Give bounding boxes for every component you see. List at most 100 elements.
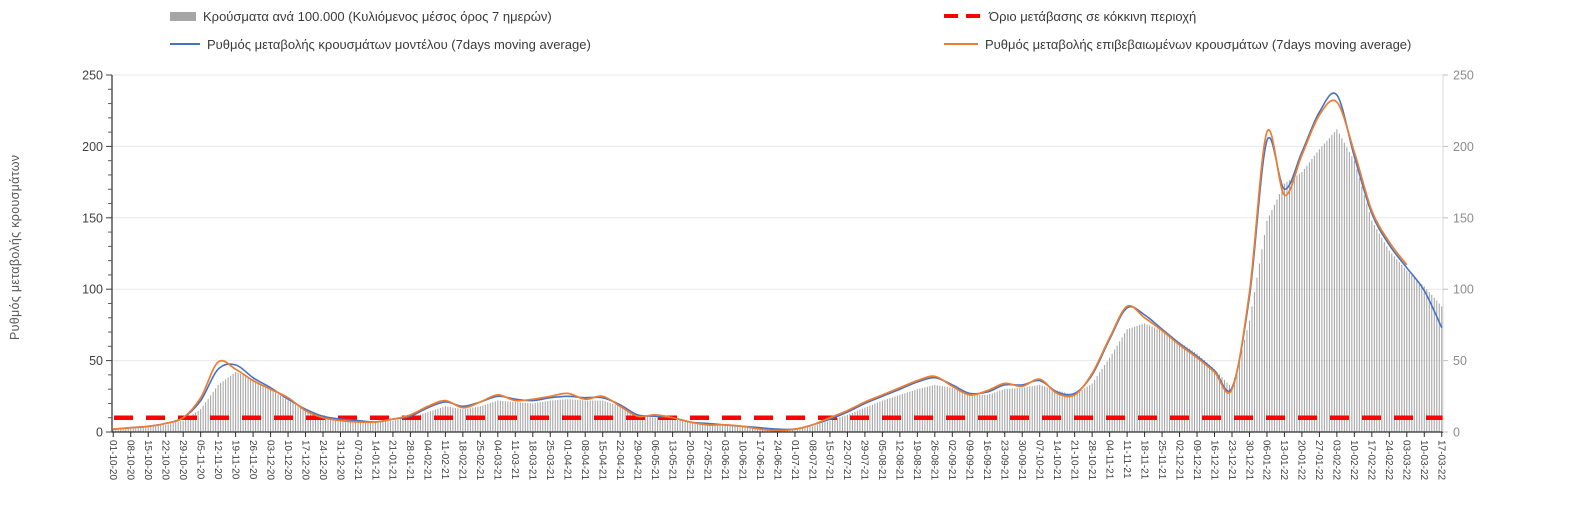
svg-text:15-10-20: 15-10-20 (142, 440, 153, 480)
x-axis-ticks (112, 432, 1443, 437)
svg-text:04-11-21: 04-11-21 (1103, 440, 1114, 480)
model-line (113, 92, 1443, 431)
svg-text:25-02-21: 25-02-21 (474, 440, 485, 480)
svg-text:200: 200 (82, 140, 103, 154)
legend-label-confirmed-line: Ρυθμός μεταβολής επιβεβαιωμένων κρουσμάτ… (985, 36, 1412, 52)
svg-text:01-04-21: 01-04-21 (562, 440, 573, 480)
svg-text:06-05-21: 06-05-21 (649, 440, 660, 480)
svg-text:05-11-20: 05-11-20 (195, 440, 206, 480)
svg-text:19-08-21: 19-08-21 (911, 440, 922, 480)
svg-text:0: 0 (96, 426, 103, 440)
svg-text:16-12-21: 16-12-21 (1208, 440, 1219, 480)
svg-text:29-04-21: 29-04-21 (632, 440, 643, 480)
svg-text:23-09-21: 23-09-21 (999, 440, 1010, 480)
svg-text:04-03-21: 04-03-21 (492, 440, 503, 480)
svg-text:150: 150 (1453, 211, 1474, 225)
svg-text:11-02-21: 11-02-21 (439, 440, 450, 480)
svg-text:27-01-22: 27-01-22 (1313, 440, 1324, 480)
svg-text:10-12-20: 10-12-20 (282, 440, 293, 480)
svg-text:100: 100 (82, 283, 103, 297)
legend-label-cases-bars: Κρούσματα ανά 100.000 (Κυλιόμενος μέσος … (203, 8, 552, 24)
svg-text:27-05-21: 27-05-21 (701, 440, 712, 480)
svg-text:18-11-21: 18-11-21 (1138, 440, 1149, 480)
svg-text:29-10-20: 29-10-20 (177, 440, 188, 480)
svg-text:15-07-21: 15-07-21 (824, 440, 835, 480)
chart-legend: Κρούσματα ανά 100.000 (Κυλιόμενος μέσος … (0, 0, 1579, 60)
svg-text:03-02-22: 03-02-22 (1331, 440, 1342, 480)
svg-text:29-07-21: 29-07-21 (859, 440, 870, 480)
svg-text:17-12-20: 17-12-20 (299, 440, 310, 480)
svg-text:02-09-21: 02-09-21 (946, 440, 957, 480)
svg-text:03-06-21: 03-06-21 (719, 440, 730, 480)
svg-text:09-12-21: 09-12-21 (1191, 440, 1202, 480)
svg-text:03-03-22: 03-03-22 (1401, 440, 1412, 480)
svg-text:18-03-21: 18-03-21 (527, 440, 538, 480)
legend-item-red-threshold: Όριο μετάβασης σε κόκκινη περιοχή (944, 7, 1196, 25)
bar-swatch-icon (170, 11, 196, 21)
x-tick-labels: 01-10-20 08-10-20 15-10-20 22-10-20 29-10-20… (107, 440, 1447, 480)
confirmed-line (113, 99, 1408, 432)
legend-item-confirmed-line: Ρυθμός μεταβολής επιβεβαιωμένων κρουσμάτ… (944, 35, 1411, 53)
svg-text:04-02-21: 04-02-21 (422, 440, 433, 480)
svg-text:17-02-22: 17-02-22 (1366, 440, 1377, 480)
svg-text:20-05-21: 20-05-21 (684, 440, 695, 480)
svg-text:09-09-21: 09-09-21 (964, 440, 975, 480)
svg-text:26-11-20: 26-11-20 (247, 440, 258, 480)
svg-text:22-10-20: 22-10-20 (160, 440, 171, 480)
svg-text:100: 100 (1453, 283, 1474, 297)
svg-text:22-04-21: 22-04-21 (614, 440, 625, 480)
svg-text:16-09-21: 16-09-21 (981, 440, 992, 480)
svg-text:07-10-21: 07-10-21 (1034, 440, 1045, 480)
orange-line-swatch-icon (944, 43, 978, 45)
svg-text:10-02-22: 10-02-22 (1348, 440, 1359, 480)
svg-text:12-08-21: 12-08-21 (894, 440, 905, 480)
svg-text:06-01-22: 06-01-22 (1261, 440, 1272, 480)
svg-text:50: 50 (89, 354, 103, 368)
svg-text:12-11-20: 12-11-20 (212, 440, 223, 480)
svg-text:18-02-21: 18-02-21 (457, 440, 468, 480)
svg-text:24-06-21: 24-06-21 (771, 440, 782, 480)
svg-text:13-01-22: 13-01-22 (1278, 440, 1289, 480)
svg-text:10-06-21: 10-06-21 (736, 440, 747, 480)
svg-text:01-10-20: 01-10-20 (107, 440, 118, 480)
y-axis-left: 0 50 100 150 200 250 (82, 69, 112, 440)
red-dash-swatch-icon (944, 13, 982, 19)
svg-text:19-11-20: 19-11-20 (229, 440, 240, 480)
svg-text:14-10-21: 14-10-21 (1051, 440, 1062, 480)
svg-text:200: 200 (1453, 140, 1474, 154)
svg-text:11-03-21: 11-03-21 (509, 440, 520, 480)
svg-text:02-12-21: 02-12-21 (1173, 440, 1184, 480)
svg-text:250: 250 (82, 69, 103, 83)
svg-text:14-01-21: 14-01-21 (369, 440, 380, 480)
svg-text:150: 150 (82, 211, 103, 225)
svg-text:07-01-21: 07-01-21 (352, 440, 363, 480)
svg-text:17-06-21: 17-06-21 (754, 440, 765, 480)
svg-text:25-03-21: 25-03-21 (544, 440, 555, 480)
svg-text:03-12-20: 03-12-20 (264, 440, 275, 480)
svg-text:250: 250 (1453, 69, 1474, 83)
svg-text:08-10-20: 08-10-20 (125, 440, 136, 480)
svg-text:05-08-21: 05-08-21 (876, 440, 887, 480)
svg-text:25-11-21: 25-11-21 (1156, 440, 1167, 480)
svg-text:17-03-22: 17-03-22 (1436, 440, 1447, 480)
svg-text:23-12-21: 23-12-21 (1226, 440, 1237, 480)
svg-text:24-02-22: 24-02-22 (1383, 440, 1394, 480)
svg-text:21-01-21: 21-01-21 (387, 440, 398, 480)
svg-text:08-07-21: 08-07-21 (806, 440, 817, 480)
svg-text:26-08-21: 26-08-21 (929, 440, 940, 480)
bars-series (112, 129, 1443, 432)
svg-text:30-09-21: 30-09-21 (1016, 440, 1027, 480)
svg-text:08-04-21: 08-04-21 (579, 440, 590, 480)
chart-canvas: 0 50 100 150 200 250 0 50 100 150 200 250 01-10-20 08… (82, 69, 1474, 481)
svg-text:21-10-21: 21-10-21 (1069, 440, 1080, 480)
legend-item-model-line: Ρυθμός μεταβολής κρουσμάτων μοντέλου (7d… (170, 35, 591, 53)
svg-text:13-05-21: 13-05-21 (666, 440, 677, 480)
svg-text:31-12-20: 31-12-20 (334, 440, 345, 480)
svg-text:15-04-21: 15-04-21 (597, 440, 608, 480)
svg-text:0: 0 (1453, 426, 1460, 440)
svg-text:24-12-20: 24-12-20 (317, 440, 328, 480)
svg-text:28-01-21: 28-01-21 (404, 440, 415, 480)
svg-text:20-01-22: 20-01-22 (1296, 440, 1307, 480)
svg-text:11-11-21: 11-11-21 (1121, 440, 1132, 479)
blue-line-swatch-icon (170, 43, 200, 45)
